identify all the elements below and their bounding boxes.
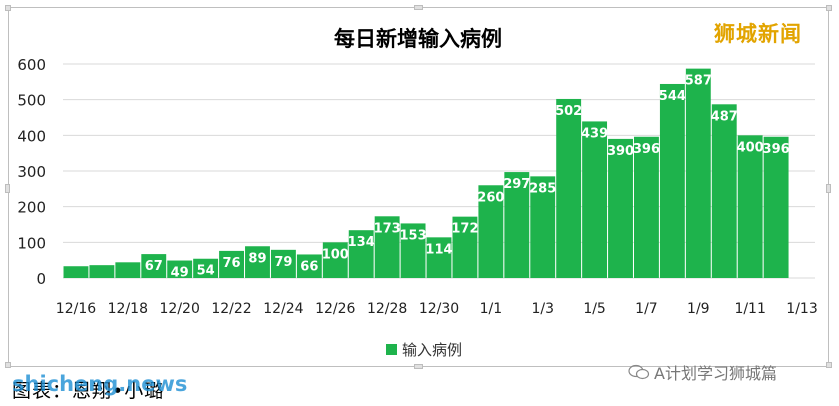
data-label: 172: [451, 222, 478, 237]
data-label: 173: [374, 221, 401, 236]
x-tick-label: 1/13: [786, 301, 817, 317]
data-label: 487: [711, 109, 738, 124]
bar: [322, 242, 348, 278]
data-label: 67: [145, 259, 163, 274]
resize-handle-bottom-right[interactable]: [826, 362, 832, 368]
bar: [659, 83, 685, 279]
y-tick-label: 400: [17, 127, 46, 145]
bar: [452, 216, 478, 278]
data-label: 54: [197, 264, 215, 279]
x-tick-label: 12/16: [56, 301, 96, 317]
data-label: 76: [223, 256, 241, 271]
data-label: 66: [300, 259, 318, 274]
resize-handle-top-right[interactable]: [826, 5, 832, 11]
data-label: 79: [274, 255, 292, 270]
bar: [89, 265, 115, 278]
bar: [219, 250, 244, 278]
data-label: 297: [503, 177, 530, 192]
resize-handle-right[interactable]: [826, 184, 831, 193]
chart-caption: 图表：恩翔•小璐: [12, 380, 165, 402]
y-tick-label: 500: [17, 92, 46, 110]
data-label: 49: [171, 266, 189, 281]
data-label: 400: [737, 140, 764, 155]
data-label: 587: [685, 74, 712, 89]
watermark-logo: 狮城新闻: [714, 22, 802, 46]
bar: [556, 98, 582, 278]
x-tick-label: 12/28: [367, 301, 407, 317]
legend-swatch: [386, 344, 397, 355]
data-label: 544: [659, 89, 686, 104]
bar: [530, 176, 556, 278]
resize-handle-top-left[interactable]: [5, 5, 11, 11]
wechat-icon: [628, 364, 650, 380]
site-logo: shicheng.news: [12, 372, 188, 396]
bar: [737, 135, 763, 278]
resize-handle-bottom-left[interactable]: [5, 362, 11, 368]
bar: [193, 258, 219, 278]
x-tick-label: 1/11: [734, 301, 765, 317]
x-tick-label: 1/7: [635, 301, 658, 317]
data-label: 114: [425, 242, 452, 257]
bar: [141, 254, 167, 278]
data-label: 502: [555, 104, 582, 119]
y-tick-label: 0: [36, 270, 46, 288]
bar: [374, 216, 400, 278]
bar: [634, 136, 659, 278]
chart-title: 每日新增输入病例: [334, 27, 502, 51]
y-tick-label: 100: [17, 234, 46, 252]
bar: [63, 266, 89, 278]
y-tick-label: 200: [17, 199, 46, 217]
data-label: 260: [477, 190, 504, 205]
bar: [478, 185, 504, 278]
resize-handle-top[interactable]: [414, 5, 423, 10]
bar: [400, 223, 426, 278]
bar: [296, 254, 322, 278]
data-label: 134: [348, 235, 375, 250]
x-tick-label: 12/22: [211, 301, 251, 317]
bar: [167, 260, 193, 278]
resize-handle-left[interactable]: [5, 184, 10, 193]
x-tick-label: 12/26: [315, 301, 355, 317]
data-label: 285: [529, 181, 556, 196]
bar: [711, 104, 737, 278]
data-label: 89: [248, 251, 266, 266]
legend: 输入病例: [386, 341, 462, 359]
x-tick-label: 1/1: [480, 301, 503, 317]
data-label: 396: [633, 142, 660, 157]
bar: [115, 262, 141, 278]
data-label: 396: [763, 142, 790, 157]
data-label: 439: [581, 126, 608, 141]
data-label: 100: [322, 247, 349, 262]
data-label: 390: [607, 144, 634, 159]
bars: [63, 68, 789, 279]
x-tick-label: 12/24: [263, 301, 303, 317]
x-tick-label: 1/3: [531, 301, 554, 317]
legend-label: 输入病例: [402, 341, 462, 359]
bar: [245, 246, 270, 278]
y-tick-label: 600: [17, 56, 46, 74]
resize-handle-bottom[interactable]: [414, 364, 423, 369]
y-axis-ticks: 0 100 200 300 400 500 600: [17, 56, 46, 288]
wechat-attribution: A计划学习狮城篇: [628, 360, 777, 384]
x-tick-label: 12/18: [108, 301, 148, 317]
wechat-account: A计划学习狮城篇: [654, 364, 777, 383]
x-tick-label: 12/30: [419, 301, 459, 317]
x-axis-ticks: 12/16 12/18 12/20 12/22 12/24 12/26 12/28 12/30…: [56, 301, 818, 317]
bar: [504, 172, 530, 278]
bar: [348, 230, 374, 278]
bar: [270, 249, 296, 278]
bar: [582, 121, 608, 278]
bar: [685, 68, 711, 279]
bar: [763, 136, 789, 278]
y-tick-label: 300: [17, 163, 46, 181]
x-tick-label: 12/20: [160, 301, 200, 317]
bar: [426, 237, 452, 278]
x-tick-label: 1/9: [687, 301, 710, 317]
data-label: 153: [399, 228, 426, 243]
x-tick-label: 1/5: [583, 301, 606, 317]
bar: [608, 138, 633, 278]
